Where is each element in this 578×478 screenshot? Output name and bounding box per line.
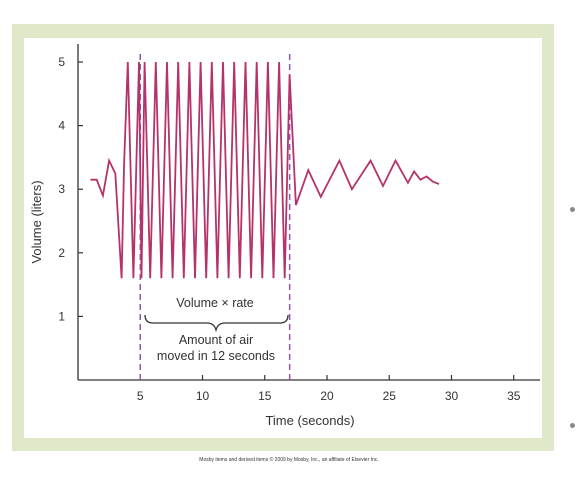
x-tick-label: 10 xyxy=(196,389,210,403)
x-tick-label: 20 xyxy=(320,389,334,403)
y-tick-label: 3 xyxy=(58,182,65,196)
x-tick-label: 25 xyxy=(383,389,397,403)
chart-axes: 5 10 15 20 25 30 35 1 2 3 4 5 xyxy=(58,44,540,403)
y-tick-label: 4 xyxy=(58,119,65,133)
page-edge-mark xyxy=(570,423,575,428)
x-tick-label: 15 xyxy=(258,389,272,403)
y-axis-label: Volume (liters) xyxy=(29,180,44,263)
bracket-sub-line-2: moved in 12 seconds xyxy=(157,349,275,363)
curly-brace-icon xyxy=(144,314,289,333)
bracket-label: Volume × rate xyxy=(176,296,254,310)
x-tick-label: 35 xyxy=(507,389,521,403)
bracket-sub-line-1: Amount of air xyxy=(179,333,253,347)
x-tick-label: 30 xyxy=(445,389,459,403)
page-edge-mark xyxy=(570,207,575,212)
x-tick-label: 5 xyxy=(137,389,144,403)
chart-annotations: Volume × rate Amount of air moved in 12 … xyxy=(144,296,289,363)
volume-series xyxy=(90,61,440,279)
y-tick-label: 5 xyxy=(58,55,65,69)
y-tick-label: 2 xyxy=(58,246,65,260)
copyright-credit: Mosby items and derived items © 2009 by … xyxy=(199,457,379,463)
y-tick-label: 1 xyxy=(58,309,65,323)
x-axis-label: Time (seconds) xyxy=(265,413,354,428)
volume-line xyxy=(90,61,440,279)
